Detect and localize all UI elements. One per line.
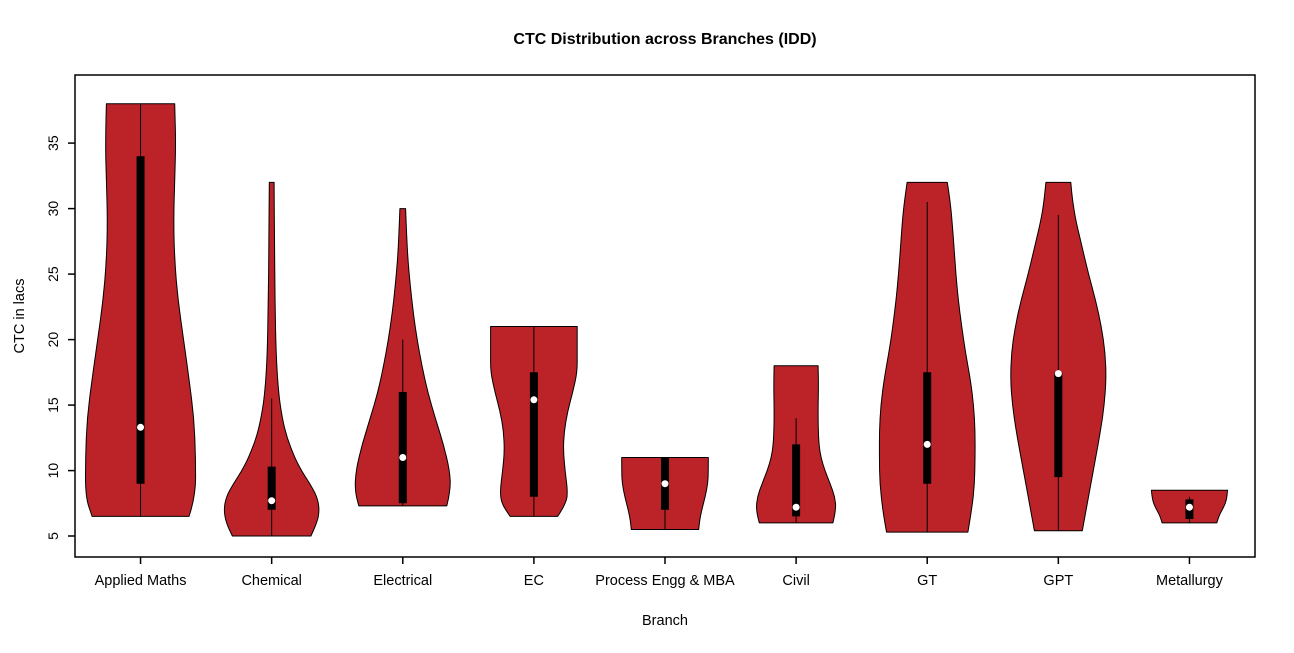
median-dot	[530, 396, 538, 404]
y-axis-title: CTC in lacs	[12, 278, 28, 354]
median-dot	[268, 497, 276, 505]
median-dot	[1054, 370, 1062, 378]
y-tick-label: 15	[45, 397, 61, 413]
x-tick-label: Applied Maths	[95, 573, 187, 589]
y-tick-label: 25	[45, 266, 61, 282]
violin-gpt	[1010, 181, 1107, 532]
median-dot	[137, 423, 145, 431]
x-tick-label: EC	[524, 573, 544, 589]
x-tick-label: Electrical	[373, 573, 432, 589]
x-axis-title: Branch	[642, 613, 688, 629]
x-tick-label: Chemical	[241, 573, 301, 589]
y-tick-label: 35	[45, 135, 61, 151]
plot-frame	[74, 74, 1256, 558]
violin-metallurgy	[1150, 489, 1228, 524]
median-dot	[661, 480, 669, 488]
x-tick-label: Metallurgy	[1156, 573, 1224, 589]
violin-ec	[490, 326, 578, 517]
median-dot	[399, 454, 407, 461]
violin-civil	[756, 365, 837, 524]
median-dot	[1185, 503, 1193, 511]
violin-gt	[878, 181, 976, 533]
violin-process-engg-mba	[621, 457, 709, 530]
x-tick-label: Civil	[782, 573, 809, 589]
x-tick-label: GPT	[1043, 573, 1073, 589]
violin-electrical	[354, 208, 451, 507]
y-tick-label: 30	[45, 201, 61, 217]
violin-chemical	[223, 181, 320, 537]
y-tick-label: 10	[45, 463, 61, 479]
y-tick-label: 20	[45, 332, 61, 348]
violin-applied-maths	[85, 103, 197, 517]
median-dot	[923, 440, 931, 448]
chart-title: CTC Distribution across Branches (IDD)	[513, 31, 817, 48]
median-dot	[792, 503, 800, 511]
x-tick-label: GT	[917, 573, 937, 589]
y-tick-label: 5	[45, 532, 61, 540]
x-tick-label: Process Engg & MBA	[595, 573, 735, 589]
